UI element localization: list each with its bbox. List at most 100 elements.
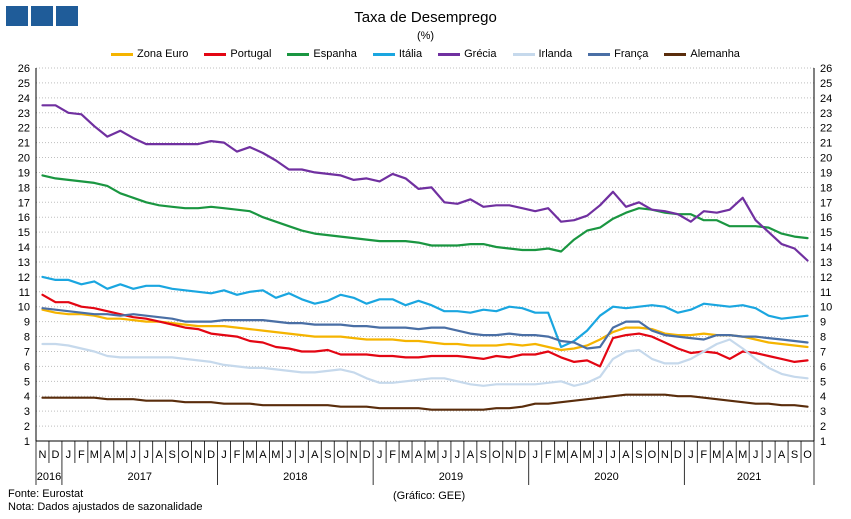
y-tick-label-right: 1 <box>820 436 826 448</box>
y-tick-label-left: 11 <box>19 287 30 299</box>
x-tick-label-month: J <box>610 449 616 461</box>
x-tick-label-month: F <box>389 449 396 461</box>
legend-swatch <box>111 52 134 56</box>
y-tick-label-right: 26 <box>820 63 832 75</box>
y-tick-label-left: 10 <box>18 302 30 314</box>
x-tick-label-month: M <box>116 449 125 461</box>
x-tick-label-month: D <box>674 449 682 461</box>
source-text: Fonte: Eurostat <box>8 488 84 500</box>
y-tick-label-left: 14 <box>18 242 30 254</box>
y-tick-label-right: 16 <box>820 212 832 224</box>
y-tick-label-left: 7 <box>24 346 30 358</box>
y-tick-label-right: 2 <box>820 421 826 433</box>
series-line-gr-cia <box>41 104 809 262</box>
legend-item: Grécia <box>438 48 497 60</box>
x-tick-label-month: S <box>324 449 331 461</box>
x-tick-label-month: J <box>753 449 759 461</box>
y-tick-label-left: 1 <box>24 436 30 448</box>
y-tick-label-left: 4 <box>24 391 30 403</box>
y-tick-label-left: 16 <box>18 212 30 224</box>
x-tick-label-month: M <box>712 449 721 461</box>
x-tick-label-month: M <box>271 449 280 461</box>
x-tick-label-month: A <box>415 449 423 461</box>
note-text: Nota: Dados ajustados de sazonalidade <box>8 501 203 513</box>
x-tick-label-month: S <box>791 449 798 461</box>
y-tick-label-right: 14 <box>820 242 832 254</box>
logo-block <box>31 6 53 26</box>
chart-subtitle: (%) <box>416 30 435 42</box>
x-tick-label-month: D <box>207 449 215 461</box>
y-tick-label-right: 8 <box>820 332 826 344</box>
chart-legend: Zona Euro Portugal Espanha Itália Grécia Irla… <box>0 48 851 60</box>
x-tick-label-year: 2016 <box>37 471 61 483</box>
x-tick-label-month: D <box>518 449 526 461</box>
x-tick-label-month: J <box>532 449 538 461</box>
logo-block <box>6 6 28 26</box>
x-tick-label-month: J <box>442 449 448 461</box>
x-tick-label-year: 2021 <box>737 471 761 483</box>
y-tick-label-left: 22 <box>18 123 30 135</box>
legend-label: Irlanda <box>538 48 573 60</box>
y-tick-label-left: 18 <box>18 182 30 194</box>
legend-label: Grécia <box>464 48 497 60</box>
y-tick-label-right: 7 <box>820 346 826 358</box>
y-tick-label-left: 21 <box>18 138 30 150</box>
x-tick-label-month: A <box>467 449 475 461</box>
x-tick-label-month: O <box>336 449 345 461</box>
x-tick-label-month: A <box>570 449 578 461</box>
x-tick-label-month: O <box>181 449 190 461</box>
x-tick-label-month: M <box>245 449 254 461</box>
x-tick-label-month: J <box>143 449 149 461</box>
legend-item: Portugal <box>204 48 271 60</box>
x-tick-label-month: O <box>803 449 812 461</box>
x-tick-label-month: J <box>597 449 603 461</box>
legend-label: França <box>614 48 649 60</box>
series-line-espanha <box>41 174 809 253</box>
legend-swatch <box>372 52 395 56</box>
x-tick-label-month: S <box>635 449 642 461</box>
x-tick-label-month: A <box>622 449 630 461</box>
credit-text: (Gráfico: GEE) <box>393 490 466 502</box>
y-tick-label-left: 6 <box>24 361 30 373</box>
y-tick-label-left: 23 <box>18 108 30 120</box>
x-tick-label-month: M <box>427 449 436 461</box>
y-tick-label-left: 25 <box>18 78 30 90</box>
y-tick-label-right: 24 <box>820 93 832 105</box>
logo <box>6 6 78 26</box>
x-tick-label-month: M <box>557 449 566 461</box>
legend-label: Portugal <box>230 48 272 60</box>
y-tick-label-left: 9 <box>24 317 30 329</box>
x-tick-label-month: J <box>766 449 772 461</box>
legend-swatch <box>287 52 310 56</box>
x-tick-label-month: J <box>286 449 292 461</box>
series-line-irlanda <box>41 338 809 387</box>
series-line-zona-euro <box>41 308 809 352</box>
series-line-fran-a <box>41 307 809 350</box>
x-tick-label-month: J <box>221 449 227 461</box>
chart-title: Taxa de Desemprego <box>354 9 497 26</box>
legend-swatch <box>664 52 687 56</box>
x-tick-label-month: S <box>168 449 175 461</box>
series-line-portugal <box>41 293 809 368</box>
x-tick-label-month: A <box>778 449 786 461</box>
y-tick-label-right: 19 <box>820 167 832 179</box>
x-tick-label-month: J <box>688 449 694 461</box>
y-tick-label-right: 6 <box>820 361 826 373</box>
legend-item: Irlanda <box>512 48 573 60</box>
y-tick-label-right: 3 <box>820 406 826 418</box>
x-tick-label-month: J <box>131 449 137 461</box>
legend-label: Zona Euro <box>137 48 189 60</box>
series-line-it-lia <box>41 275 809 349</box>
x-tick-label-month: D <box>363 449 371 461</box>
y-tick-label-right: 22 <box>820 123 832 135</box>
y-tick-label-right: 25 <box>820 78 832 90</box>
y-tick-label-right: 23 <box>820 108 832 120</box>
y-tick-label-left: 15 <box>18 227 30 239</box>
y-tick-label-right: 13 <box>820 257 832 269</box>
legend-item: Espanha <box>287 48 357 60</box>
x-tick-label-month: D <box>51 449 59 461</box>
x-tick-label-month: A <box>156 449 164 461</box>
x-tick-label-month: A <box>726 449 734 461</box>
x-tick-label-month: A <box>311 449 319 461</box>
y-tick-label-right: 12 <box>820 272 832 284</box>
